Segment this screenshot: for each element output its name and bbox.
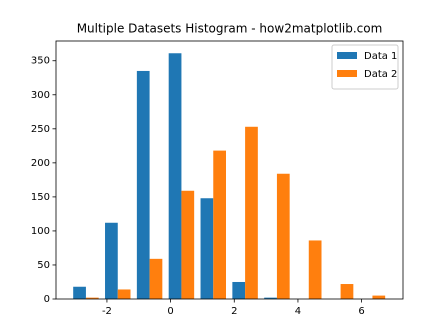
bar: [136, 70, 150, 299]
legend-label: Data 1: [364, 51, 397, 62]
legend-swatch: [337, 52, 357, 59]
x-tick-label: 4: [295, 306, 301, 317]
y-tick-label: 100: [31, 226, 50, 237]
x-tick-label: 0: [167, 306, 173, 317]
y-tick-label: 0: [44, 294, 50, 305]
bar: [85, 297, 99, 299]
bar: [117, 289, 131, 299]
bar: [372, 295, 386, 299]
bar: [200, 198, 214, 299]
chart-title: Multiple Datasets Histogram - how2matplo…: [77, 22, 383, 36]
bar: [264, 297, 277, 299]
bar: [181, 190, 195, 299]
y-tick-label: 50: [37, 260, 50, 271]
y-tick-label: 150: [31, 192, 50, 203]
y-tick-label: 250: [31, 124, 50, 135]
x-tick-label: 6: [358, 306, 364, 317]
bar: [232, 281, 246, 299]
bar: [73, 286, 86, 299]
x-tick-label: 2: [231, 306, 237, 317]
bar: [245, 126, 258, 299]
axes-frame: [55, 40, 404, 300]
y-tick-label: 200: [31, 158, 50, 169]
bar: [105, 222, 118, 299]
x-tick-label: -2: [102, 306, 112, 317]
legend-label: Data 2: [364, 69, 397, 80]
legend: Data 1 Data 2: [331, 44, 399, 90]
y-tick-label: 300: [31, 90, 50, 101]
legend-swatch: [337, 70, 357, 77]
bar: [308, 240, 322, 299]
bar: [149, 258, 163, 299]
bar: [276, 173, 290, 299]
y-tick-label: 350: [31, 56, 50, 67]
bar: [340, 284, 354, 299]
bar: [213, 150, 226, 299]
bar: [168, 53, 182, 300]
